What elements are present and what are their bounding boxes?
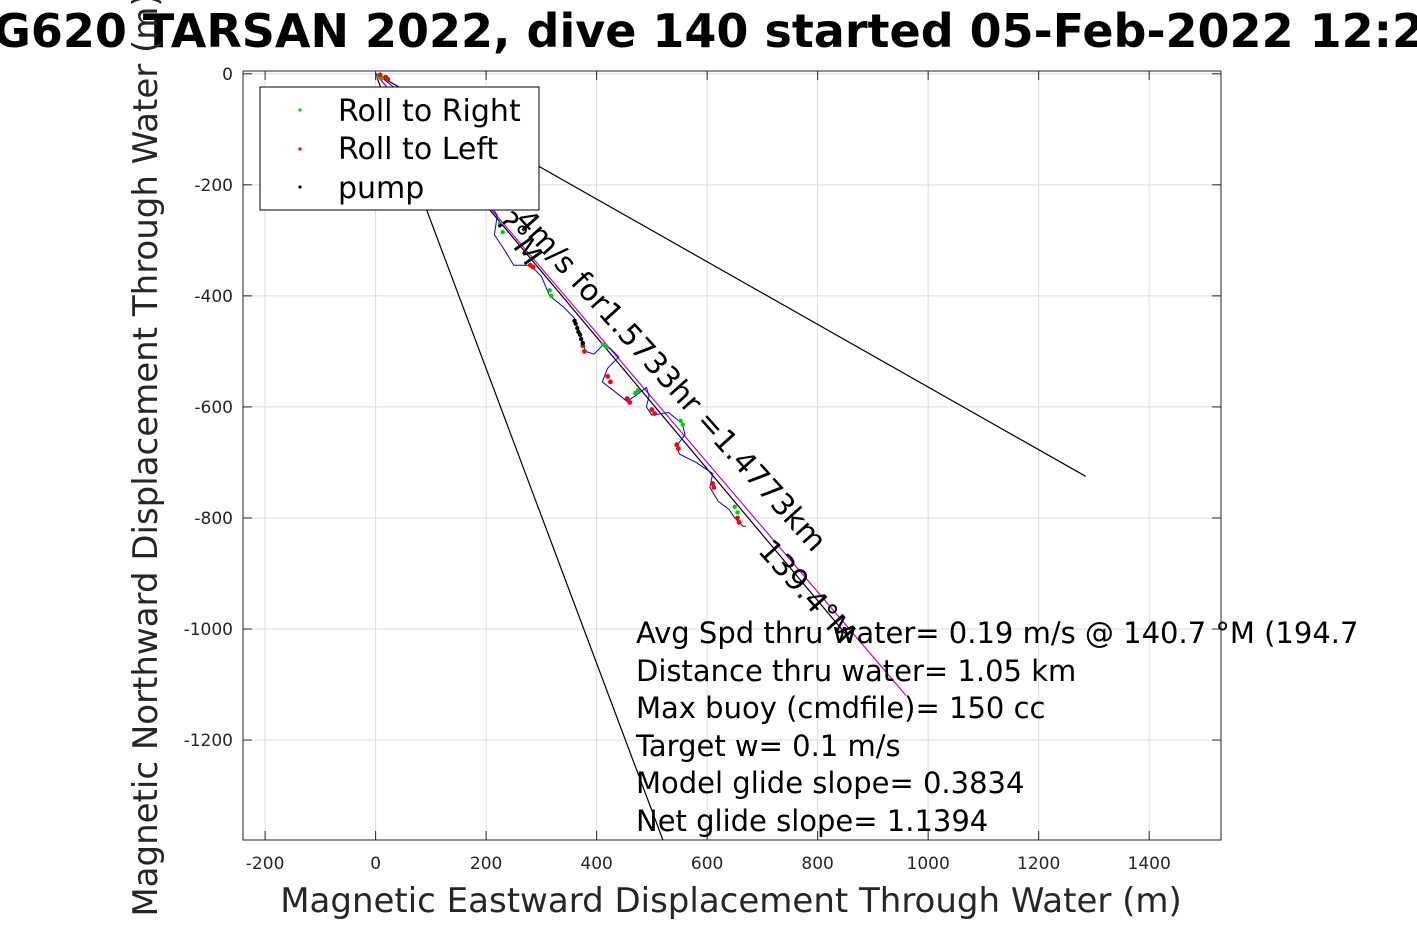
roll-left-point <box>652 411 658 416</box>
chart-title: SG620 TARSAN 2022, dive 140 started 05-F… <box>0 4 1417 58</box>
x-tick-label: 0 <box>370 854 381 874</box>
roll-right-point <box>633 390 638 396</box>
roll-right-point <box>547 288 552 293</box>
roll-left-point <box>735 515 740 521</box>
legend-marker-roll-right <box>298 108 302 112</box>
x-tick-label: 400 <box>580 854 612 874</box>
roll-left-point <box>711 485 717 490</box>
roll-left-point <box>582 348 587 354</box>
annotation-avg-speed: Avg Spd thru water= 0.19 m/s @ 140.7 °M … <box>636 616 1358 650</box>
roll-right-point <box>678 418 683 423</box>
roll-right-point <box>601 342 606 347</box>
axis-ticks: -200 0 200 400 600 800 1000 1200 1400 0 -200 -400 -6… <box>184 65 1221 874</box>
x-tick-label: -200 <box>246 854 285 874</box>
x-tick-label: 1200 <box>1017 854 1060 874</box>
roll-left-point <box>736 520 742 525</box>
annotation-model-glide: Model glide slope= 0.3834 <box>636 766 1024 800</box>
legend-label-roll-left: Roll to Left <box>338 132 498 167</box>
annotation-target-w: Target w= 0.1 m/s <box>635 729 901 763</box>
roll-right-point <box>549 293 554 299</box>
roll-left-point <box>624 396 630 401</box>
x-tick-label: 1000 <box>907 854 950 874</box>
x-tick-label: 800 <box>801 854 833 874</box>
y-tick-label: -800 <box>194 509 233 529</box>
roll-right-point <box>735 510 740 515</box>
y-tick-label: -600 <box>194 398 233 418</box>
roll-left-point <box>377 72 383 78</box>
roll-left-point <box>627 400 633 405</box>
y-tick-label: -400 <box>194 287 233 307</box>
annotation-distance: Distance thru water= 1.05 km <box>636 654 1076 688</box>
roll-left-point <box>676 446 681 451</box>
y-tick-label: 0 <box>222 65 233 85</box>
roll-left-point <box>674 442 680 448</box>
legend-box <box>259 86 540 211</box>
roll-left-point <box>649 407 655 413</box>
roll-left-point <box>530 264 536 270</box>
x-tick-label: 600 <box>691 854 723 874</box>
annotation-max-buoy: Max buoy (cmdfile)= 150 cc <box>636 691 1045 725</box>
roll-left-point <box>605 373 611 379</box>
roll-right-point <box>500 229 505 235</box>
roll-right-point <box>497 221 503 226</box>
legend-label-pump: pump <box>338 171 424 206</box>
roll-right-point <box>635 388 641 393</box>
roll-right-point <box>604 344 609 350</box>
pump-point <box>577 332 583 337</box>
y-tick-label: -1200 <box>184 731 233 751</box>
roll-right-point <box>680 422 686 427</box>
x-tick-label: 1400 <box>1128 854 1171 874</box>
annotation-net-glide: Net glide slope= 1.1394 <box>636 804 988 838</box>
pump-point <box>575 325 580 331</box>
roll-left-point <box>710 481 716 486</box>
x-axis-label: Magnetic Eastward Displacement Through W… <box>280 881 1182 921</box>
roll-right-point <box>732 504 737 510</box>
legend-marker-pump <box>298 185 302 189</box>
legend-marker-roll-left <box>298 147 302 151</box>
rotated-track-label: 4m/s for1.5733hr =1.4773km <box>508 203 833 559</box>
legend: Roll to Right Roll to Left pump <box>259 86 540 211</box>
pump-point <box>578 336 584 342</box>
y-axis-label: Magnetic Northward Displacement Through … <box>126 0 166 917</box>
legend-label-roll-right: Roll to Right <box>338 94 521 129</box>
pump-point <box>580 340 586 346</box>
roll-left-point <box>385 76 391 82</box>
plot-area-border <box>242 70 1222 841</box>
roll-left-point <box>608 379 613 385</box>
x-tick-label: 200 <box>470 854 502 874</box>
y-tick-label: -200 <box>194 176 233 196</box>
y-tick-label: -1000 <box>184 620 233 640</box>
summary-annotations: Avg Spd thru water= 0.19 m/s @ 140.7 °M … <box>635 616 1358 838</box>
pump-point <box>573 321 578 326</box>
